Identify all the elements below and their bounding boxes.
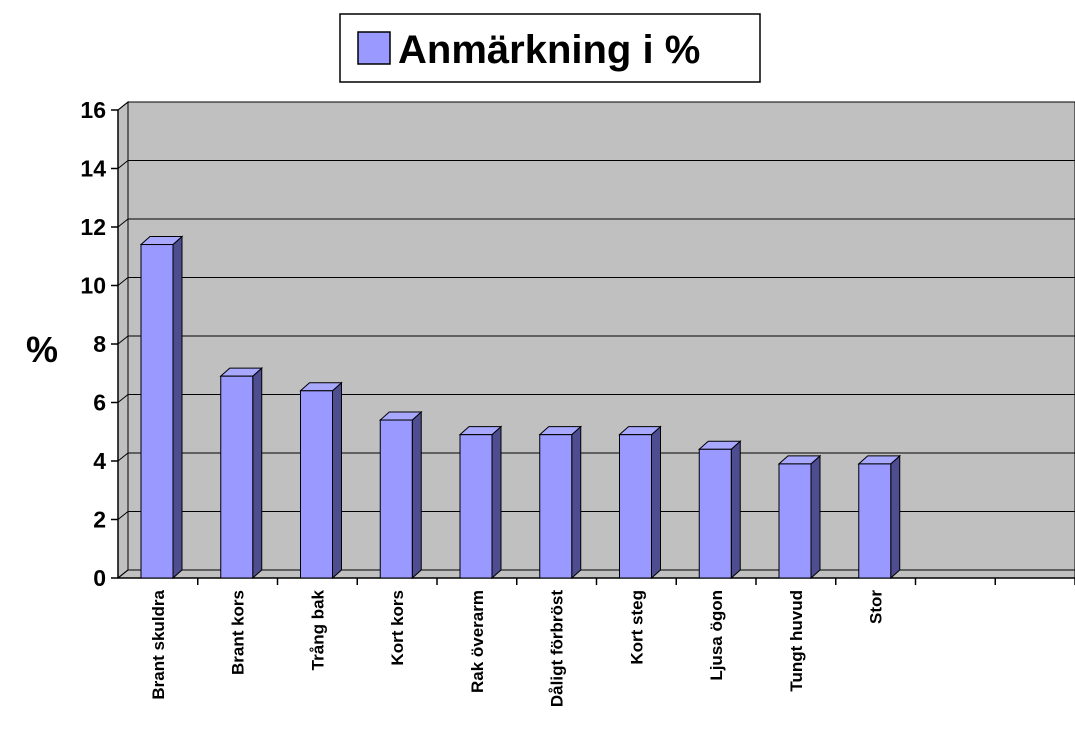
bar xyxy=(459,434,493,579)
x-tick-label: Dåligt förbröst xyxy=(548,590,567,707)
legend-label: Anmärkning i % xyxy=(398,28,700,72)
bar-side xyxy=(730,440,741,580)
bar-side xyxy=(651,425,661,580)
x-tick-label: Ljusa ögon xyxy=(707,590,726,681)
grid-line-side xyxy=(117,394,129,403)
y-tick-label: 0 xyxy=(93,565,106,591)
x-tick-label: Brant skuldra xyxy=(149,589,168,699)
y-tick-label: 2 xyxy=(93,507,106,533)
bar xyxy=(698,448,732,579)
bar xyxy=(858,463,892,579)
bar xyxy=(379,419,413,579)
y-axis-label: % xyxy=(26,329,58,370)
bar-side xyxy=(332,381,342,580)
grid-line-side xyxy=(117,335,129,345)
x-tick-label: Rak överarm xyxy=(468,590,487,693)
y-tick-label: 10 xyxy=(80,273,106,299)
grid-line-side xyxy=(117,569,129,579)
bar xyxy=(220,375,254,579)
bar xyxy=(539,434,573,579)
x-tick-label: Trång bak xyxy=(308,589,327,670)
bar-side xyxy=(411,410,422,580)
floor xyxy=(116,569,1075,579)
y-tick-label: 6 xyxy=(93,390,106,416)
grid-line-side xyxy=(117,277,129,286)
x-tick-label: Stor xyxy=(867,590,886,624)
grid-line-side xyxy=(117,160,129,169)
bar xyxy=(778,463,812,579)
bar xyxy=(300,390,333,579)
bar xyxy=(140,244,174,579)
y-tick-label: 14 xyxy=(80,156,106,182)
x-tick-label: Tungt huvud xyxy=(787,590,806,692)
legend-box xyxy=(339,13,761,83)
bar-side xyxy=(810,454,821,580)
grid-line-side xyxy=(117,511,129,520)
grid-line-side xyxy=(117,218,129,228)
bar-side xyxy=(172,235,183,580)
bar-side xyxy=(252,367,263,580)
x-tick-label: Kort steg xyxy=(627,590,646,665)
x-tick-label: Kort kors xyxy=(388,590,407,666)
bar xyxy=(619,434,652,579)
x-tick-label: Brant kors xyxy=(229,590,248,675)
bar-side xyxy=(491,425,502,580)
y-tick-label: 12 xyxy=(80,214,106,240)
legend-swatch xyxy=(357,31,391,65)
grid-line-side xyxy=(117,452,129,462)
y-tick-label: 4 xyxy=(93,448,106,474)
bar-side xyxy=(890,454,901,580)
y-tick-label: 16 xyxy=(80,97,106,123)
grid-line-side xyxy=(117,101,129,111)
y-tick-label: 8 xyxy=(93,331,106,357)
bar-side xyxy=(571,425,582,580)
